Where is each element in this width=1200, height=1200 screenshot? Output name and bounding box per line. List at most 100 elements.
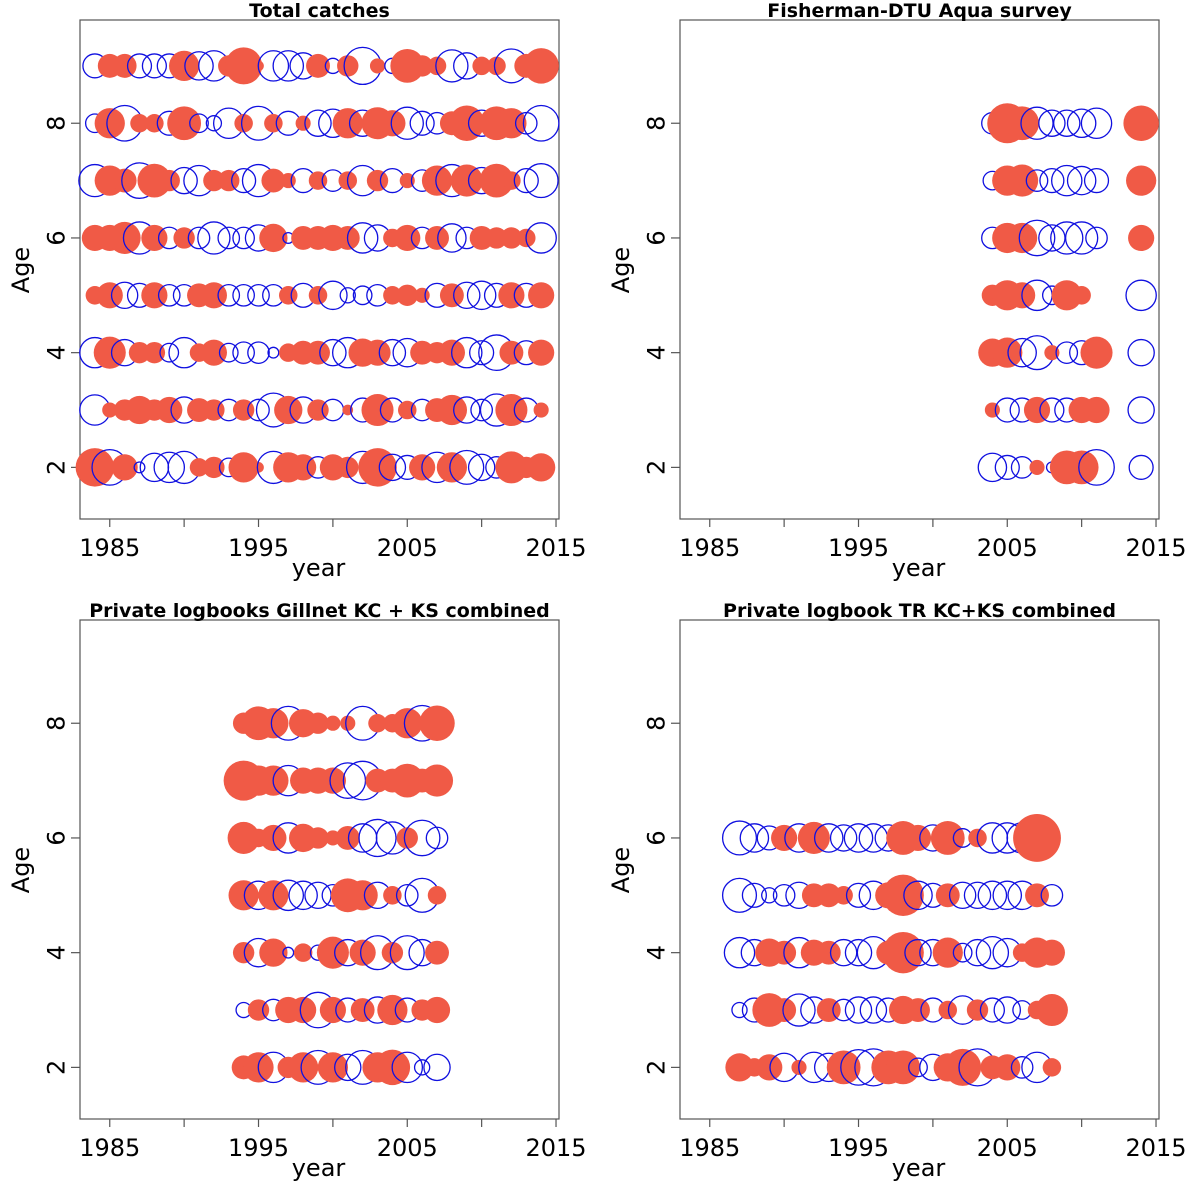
bubble-positive: [427, 56, 447, 76]
bubble-positive: [319, 767, 346, 794]
bubble-positive: [290, 996, 317, 1024]
bubble-positive: [259, 223, 288, 253]
bubble-negative: [844, 996, 873, 1024]
y-tick-label: 6: [642, 830, 670, 845]
bubble-positive: [496, 108, 527, 139]
bubble-negative: [157, 283, 181, 307]
bubble-negative: [257, 50, 290, 82]
y-tick-label: 6: [642, 230, 670, 245]
bubble-positive: [253, 462, 264, 473]
bubble-positive: [169, 50, 200, 82]
bubble-negative: [1066, 165, 1097, 196]
bubble-positive: [1072, 286, 1091, 305]
bubbles: [223, 704, 455, 1086]
bubble-positive: [200, 339, 227, 366]
bubble-positive: [218, 169, 240, 192]
bubble-negative: [843, 823, 874, 853]
bubble-positive: [528, 339, 555, 366]
bubble-negative: [1018, 219, 1056, 257]
bubble-positive: [332, 108, 363, 139]
x-tick-label: 1995: [828, 534, 889, 562]
x-tick-label: 1985: [79, 1134, 140, 1162]
bubble-negative: [977, 880, 1008, 911]
bubble-positive: [316, 936, 349, 969]
bubble-positive: [319, 996, 346, 1024]
plot-frame: [79, 19, 560, 520]
bubble-positive: [280, 173, 296, 189]
y-tick-label: 8: [42, 116, 70, 131]
bubble-negative: [721, 820, 758, 856]
bubble-negative: [1078, 449, 1115, 486]
y-tick-label: 8: [642, 716, 670, 731]
bubble-positive: [295, 115, 311, 131]
bubble-negative: [319, 338, 347, 367]
bubble-positive: [361, 393, 394, 427]
bubble-negative: [466, 280, 497, 311]
bubble-positive: [379, 110, 406, 137]
panel-2: Fisherman-DTU Aqua survey 1985 1995 2005 201…: [607, 0, 1187, 582]
bubble-negative: [525, 222, 557, 254]
bubble-positive: [425, 226, 449, 250]
bubble-positive: [350, 998, 375, 1022]
bubble-positive: [449, 105, 485, 141]
bubble-positive: [479, 163, 514, 198]
bubble-negative: [963, 938, 992, 967]
bubble-negative: [845, 882, 872, 908]
bubble-negative: [391, 1051, 424, 1084]
bubble-positive: [527, 453, 556, 482]
bubble-positive: [264, 113, 283, 133]
bubble-negative: [153, 451, 186, 484]
bubble-negative: [389, 935, 425, 971]
bubble-negative: [952, 942, 973, 963]
bubble-negative: [994, 397, 1020, 423]
bubble-negative: [1127, 396, 1155, 424]
panel-title: Private logbooks Gillnet KC + KS combine…: [89, 600, 550, 622]
bubble-negative: [126, 53, 153, 79]
bubble-negative: [1083, 167, 1110, 194]
bubble-positive: [108, 221, 141, 254]
bubble-positive: [906, 998, 930, 1022]
bubble-negative: [232, 283, 255, 307]
bubble-negative: [948, 881, 977, 910]
y-tick-label: 6: [42, 230, 70, 245]
bubble-negative: [141, 53, 167, 79]
bubble-positive: [228, 452, 259, 483]
bubble-negative: [1064, 221, 1099, 255]
bubble-negative: [859, 996, 888, 1024]
bubble-positive: [396, 284, 418, 307]
x-tick-label: 2005: [377, 534, 438, 562]
bubble-negative: [1038, 109, 1066, 137]
bubble-positive: [75, 448, 115, 487]
bubble-positive: [293, 943, 313, 962]
bubble-positive: [1128, 224, 1155, 252]
bubble-positive: [797, 821, 830, 854]
bubble-positive: [528, 282, 555, 309]
y-axis-label: Age: [607, 847, 635, 893]
bubbles: [75, 46, 560, 487]
bubble-positive: [1044, 345, 1060, 361]
bubble-positive: [1051, 280, 1082, 311]
bubble-positive: [337, 456, 359, 479]
bubble-negative: [813, 823, 844, 853]
bubble-positive: [392, 708, 423, 739]
bubble-positive: [364, 339, 391, 366]
x-tick-label: 2015: [525, 1134, 586, 1162]
bubble-negative: [1080, 107, 1113, 140]
bubble-positive: [500, 227, 523, 249]
y-tick-label: 4: [42, 345, 70, 360]
bubble-negative: [721, 877, 758, 913]
bubble-negative: [1128, 454, 1154, 480]
bubble-negative: [409, 110, 435, 136]
bubble-negative: [334, 1053, 362, 1082]
bubble-positive: [288, 1052, 319, 1083]
bubble-negative: [272, 879, 305, 912]
bubble-negative: [963, 881, 992, 910]
bubble-positive: [234, 113, 253, 133]
bubble-positive: [111, 454, 138, 481]
bubble-positive: [1038, 939, 1065, 966]
bubble-positive: [102, 402, 118, 418]
bubble-negative: [1039, 397, 1065, 423]
y-tick-label: 4: [642, 345, 670, 360]
bubble-negative: [761, 887, 778, 904]
bubble-negative: [329, 762, 367, 799]
